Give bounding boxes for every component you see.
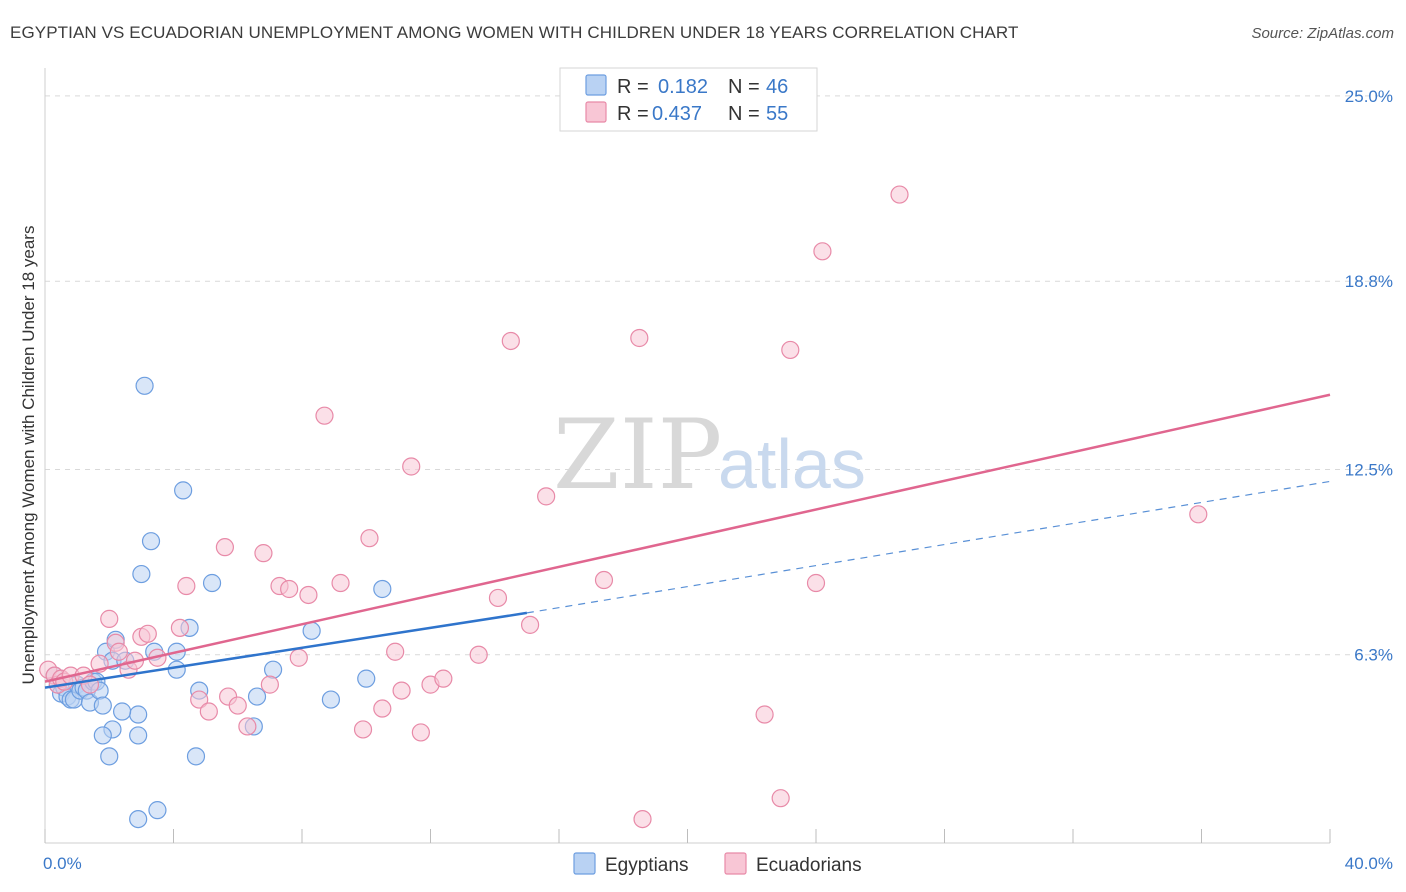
- egyptian-point: [93, 696, 112, 715]
- legend-n-value-ecuadorians: 55: [766, 103, 788, 125]
- y-tick-label: 6.3%: [1354, 646, 1393, 665]
- egyptian-point: [100, 747, 119, 766]
- trend-lines: [44, 393, 1331, 689]
- ecuadorian-point: [520, 615, 540, 634]
- ecuadorian-point: [501, 331, 520, 351]
- egyptian-point: [129, 809, 148, 829]
- legend-swatch-egyptians: [585, 74, 607, 96]
- bottom-legend: Egyptians Ecuadorians: [573, 852, 862, 876]
- egyptian-point: [132, 564, 151, 584]
- ecuadorian-point: [190, 690, 209, 709]
- legend-r-value-ecuadorians: 0.437: [652, 103, 702, 125]
- y-axis-label: Unemployment Among Women with Children U…: [19, 226, 38, 685]
- ecuadorian-point: [260, 675, 279, 694]
- bottom-legend-swatch-ecuadorians: [724, 852, 747, 875]
- ecuadorian-point: [199, 702, 218, 721]
- ecuadorian-point: [771, 789, 790, 808]
- ecuadorian-point: [890, 185, 909, 204]
- egyptian-point: [263, 660, 283, 679]
- egyptian-point: [321, 690, 341, 709]
- ecuadorian-point: [170, 618, 190, 637]
- legend-r-label-ecuadorians: R =: [617, 103, 649, 125]
- bottom-legend-swatch-egyptians: [573, 852, 596, 875]
- egyptian-point: [112, 702, 132, 721]
- axes: [44, 68, 1331, 844]
- ecuadorian-point: [100, 609, 119, 628]
- y-tick-label: 12.5%: [1345, 460, 1393, 479]
- egyptian-point: [135, 376, 154, 395]
- ecuadorian-point: [1189, 505, 1208, 524]
- ecuadorian-point: [254, 544, 273, 563]
- ecuadorian-point: [402, 457, 421, 476]
- legend-box: R = 0.182 N = 46 R = 0.437 N = 55: [559, 67, 818, 132]
- y-tick-label: 25.0%: [1345, 87, 1393, 106]
- legend-n-value-egyptians: 46: [766, 76, 788, 98]
- egyptian-point: [174, 481, 193, 500]
- ecuadorian-point: [331, 573, 350, 593]
- ecuadorian-point: [434, 669, 453, 688]
- egyptian-point: [167, 660, 186, 679]
- ecuadorian-point: [386, 642, 405, 661]
- ecuadorian-point: [411, 723, 430, 742]
- watermark-zip: ZIP: [553, 399, 722, 511]
- ecuadorian-point: [353, 720, 373, 739]
- ecuadorians-trend-line: [44, 393, 1331, 683]
- egyptian-point: [129, 705, 148, 724]
- ecuadorian-point: [469, 645, 488, 664]
- egyptians-trend-line: [44, 611, 528, 689]
- legend-n-label-ecuadorians: N =: [728, 103, 760, 125]
- legend-r-label-egyptians: R =: [617, 76, 649, 98]
- ecuadorian-point: [630, 328, 649, 348]
- ecuadorian-point: [215, 538, 234, 557]
- source-label: Source: ZipAtlas.com: [1251, 25, 1394, 42]
- x-tick-label-min: 0.0%: [43, 854, 82, 873]
- egyptian-point: [141, 532, 161, 551]
- egyptian-point: [357, 669, 376, 688]
- egyptian-point: [129, 726, 148, 745]
- egyptian-point: [93, 726, 112, 745]
- ecuadorian-point: [392, 681, 411, 700]
- egyptian-point: [202, 573, 222, 593]
- ecuadorian-point: [594, 570, 614, 590]
- watermark-atlas: atlas: [718, 425, 866, 503]
- ecuadorian-point: [806, 573, 826, 593]
- ecuadorian-point: [177, 576, 196, 596]
- egyptian-point: [373, 579, 392, 599]
- bottom-legend-label-egyptians: Egyptians: [605, 855, 688, 876]
- watermark: ZIP atlas: [553, 399, 866, 511]
- ecuadorian-point: [813, 242, 832, 261]
- legend-r-value-egyptians: 0.182: [658, 76, 708, 98]
- ecuadorian-point: [299, 585, 318, 605]
- ecuadorian-point: [138, 624, 157, 643]
- ecuadorian-point: [360, 529, 379, 548]
- grid-lines: [45, 95, 1393, 656]
- ecuadorian-point: [755, 705, 774, 724]
- ecuadorian-point: [633, 809, 652, 829]
- egyptian-point: [186, 747, 206, 766]
- chart-title: EGYPTIAN VS ECUADORIAN UNEMPLOYMENT AMON…: [10, 23, 1019, 42]
- ecuadorian-point: [289, 648, 308, 667]
- ecuadorian-point: [537, 487, 556, 506]
- legend-n-label-egyptians: N =: [728, 76, 760, 98]
- ecuadorian-point: [238, 717, 257, 736]
- ecuadorian-point: [280, 579, 299, 599]
- legend-swatch-ecuadorians: [585, 101, 607, 123]
- egyptians-trend-extension: [526, 480, 1331, 614]
- egyptian-point: [302, 621, 321, 640]
- bottom-legend-label-ecuadorians: Ecuadorians: [756, 855, 862, 876]
- ecuadorian-point: [781, 340, 800, 360]
- ecuadorian-point: [373, 699, 392, 718]
- y-tick-label: 18.8%: [1345, 272, 1393, 291]
- x-tick-label-max: 40.0%: [1345, 854, 1393, 873]
- egyptian-point: [247, 687, 267, 706]
- ecuadorian-point: [488, 588, 508, 608]
- ecuadorian-point: [109, 642, 128, 661]
- ecuadorian-point: [228, 696, 247, 715]
- y-tick-labels: 6.3% 12.5% 18.8% 25.0%: [1345, 87, 1393, 665]
- ecuadorian-point: [315, 406, 334, 425]
- egyptian-point: [148, 801, 167, 820]
